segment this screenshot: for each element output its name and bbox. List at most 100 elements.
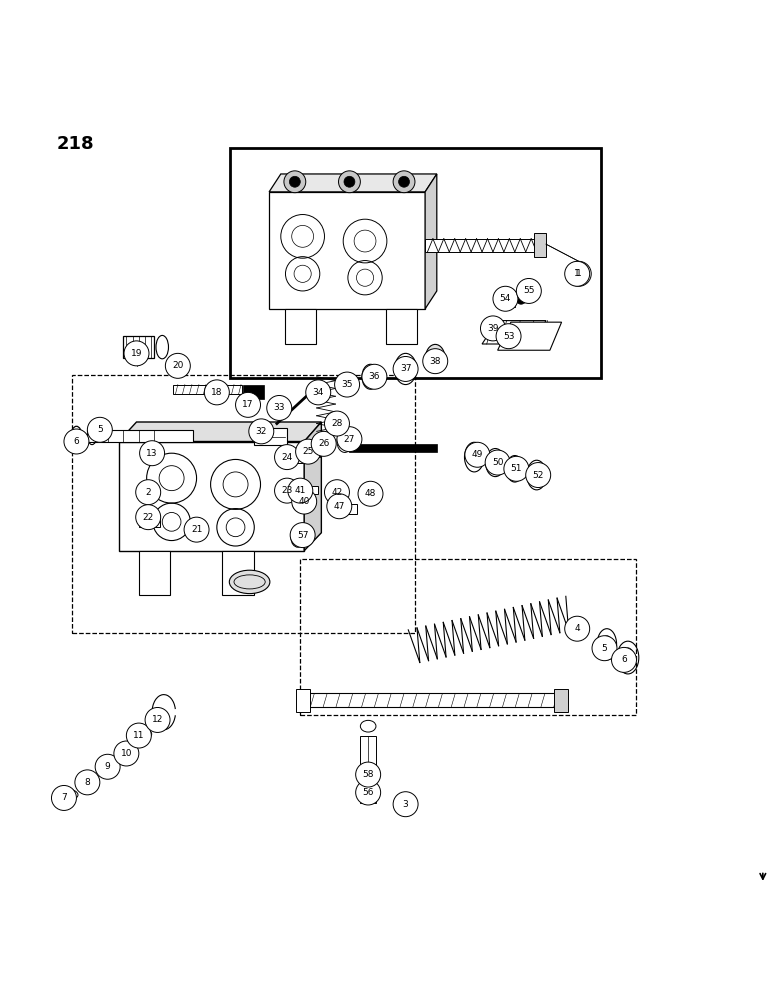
Polygon shape bbox=[269, 192, 425, 309]
Circle shape bbox=[565, 616, 590, 641]
Circle shape bbox=[393, 171, 415, 193]
Bar bbox=[230, 148, 601, 378]
Circle shape bbox=[165, 353, 190, 378]
Circle shape bbox=[145, 707, 170, 732]
Circle shape bbox=[140, 441, 165, 466]
Circle shape bbox=[337, 427, 362, 452]
Circle shape bbox=[114, 741, 139, 766]
Text: 4: 4 bbox=[574, 624, 580, 633]
Circle shape bbox=[423, 349, 448, 374]
Text: 2: 2 bbox=[145, 488, 151, 497]
Circle shape bbox=[292, 489, 317, 514]
Circle shape bbox=[566, 261, 591, 286]
Circle shape bbox=[358, 481, 383, 506]
Circle shape bbox=[324, 411, 349, 436]
Circle shape bbox=[493, 286, 518, 311]
Text: 34: 34 bbox=[313, 388, 324, 397]
Polygon shape bbox=[277, 452, 304, 463]
Circle shape bbox=[297, 501, 303, 507]
Circle shape bbox=[64, 429, 89, 454]
Text: 21: 21 bbox=[191, 525, 202, 534]
Circle shape bbox=[592, 636, 617, 661]
Text: 56: 56 bbox=[363, 788, 374, 797]
Text: 11: 11 bbox=[133, 731, 144, 740]
Polygon shape bbox=[482, 321, 546, 344]
Polygon shape bbox=[243, 385, 264, 399]
Text: 3: 3 bbox=[402, 800, 409, 809]
Circle shape bbox=[480, 316, 505, 341]
Polygon shape bbox=[222, 551, 254, 595]
Text: 50: 50 bbox=[492, 458, 503, 467]
Polygon shape bbox=[254, 428, 287, 445]
Polygon shape bbox=[123, 336, 154, 358]
Text: 1: 1 bbox=[574, 269, 580, 278]
Circle shape bbox=[324, 480, 349, 505]
Text: 40: 40 bbox=[299, 497, 310, 506]
Circle shape bbox=[204, 380, 229, 405]
Text: 35: 35 bbox=[342, 380, 353, 389]
Polygon shape bbox=[87, 430, 193, 442]
Circle shape bbox=[289, 176, 300, 187]
Circle shape bbox=[335, 372, 360, 397]
Circle shape bbox=[356, 762, 381, 787]
Text: 41: 41 bbox=[295, 486, 306, 495]
Text: 8: 8 bbox=[84, 778, 90, 787]
Text: 26: 26 bbox=[318, 439, 329, 448]
Text: 37: 37 bbox=[400, 364, 411, 373]
Ellipse shape bbox=[426, 344, 445, 372]
Circle shape bbox=[290, 523, 315, 548]
Text: 53: 53 bbox=[503, 332, 514, 341]
Circle shape bbox=[275, 478, 300, 503]
Bar bbox=[300, 558, 636, 714]
Circle shape bbox=[393, 792, 418, 817]
Circle shape bbox=[504, 456, 529, 481]
Ellipse shape bbox=[229, 570, 270, 594]
Text: 218: 218 bbox=[56, 135, 94, 153]
Circle shape bbox=[136, 505, 161, 530]
Circle shape bbox=[306, 380, 331, 405]
Circle shape bbox=[95, 754, 120, 779]
Circle shape bbox=[516, 278, 541, 303]
Circle shape bbox=[184, 517, 209, 542]
Text: 57: 57 bbox=[297, 531, 308, 540]
Circle shape bbox=[51, 785, 76, 810]
Circle shape bbox=[612, 647, 636, 672]
Bar bbox=[72, 375, 415, 633]
Circle shape bbox=[311, 431, 336, 456]
Circle shape bbox=[344, 176, 355, 187]
Polygon shape bbox=[498, 291, 515, 307]
Circle shape bbox=[393, 356, 418, 381]
Polygon shape bbox=[425, 174, 437, 309]
Text: 33: 33 bbox=[274, 403, 285, 412]
Circle shape bbox=[288, 478, 313, 503]
Polygon shape bbox=[119, 442, 304, 551]
Text: 9: 9 bbox=[105, 762, 111, 771]
Circle shape bbox=[267, 395, 292, 420]
Polygon shape bbox=[285, 309, 316, 344]
Text: 54: 54 bbox=[500, 294, 511, 303]
Circle shape bbox=[516, 293, 526, 304]
Text: 52: 52 bbox=[533, 471, 544, 480]
Polygon shape bbox=[304, 422, 321, 551]
Text: 55: 55 bbox=[523, 286, 534, 295]
Text: 20: 20 bbox=[172, 361, 183, 370]
Circle shape bbox=[126, 723, 151, 748]
Polygon shape bbox=[139, 516, 160, 527]
Polygon shape bbox=[119, 422, 321, 442]
Circle shape bbox=[75, 770, 100, 795]
Text: 24: 24 bbox=[282, 453, 292, 462]
Text: 23: 23 bbox=[282, 486, 292, 495]
Polygon shape bbox=[534, 233, 546, 257]
Circle shape bbox=[281, 486, 293, 498]
Circle shape bbox=[275, 445, 300, 470]
Text: 5: 5 bbox=[601, 644, 608, 653]
Circle shape bbox=[526, 463, 551, 488]
Circle shape bbox=[399, 176, 410, 187]
Circle shape bbox=[339, 171, 360, 193]
Circle shape bbox=[249, 419, 274, 444]
Circle shape bbox=[124, 341, 149, 366]
Circle shape bbox=[565, 261, 590, 286]
Text: 17: 17 bbox=[243, 400, 254, 409]
Polygon shape bbox=[292, 486, 318, 494]
Polygon shape bbox=[349, 444, 437, 452]
